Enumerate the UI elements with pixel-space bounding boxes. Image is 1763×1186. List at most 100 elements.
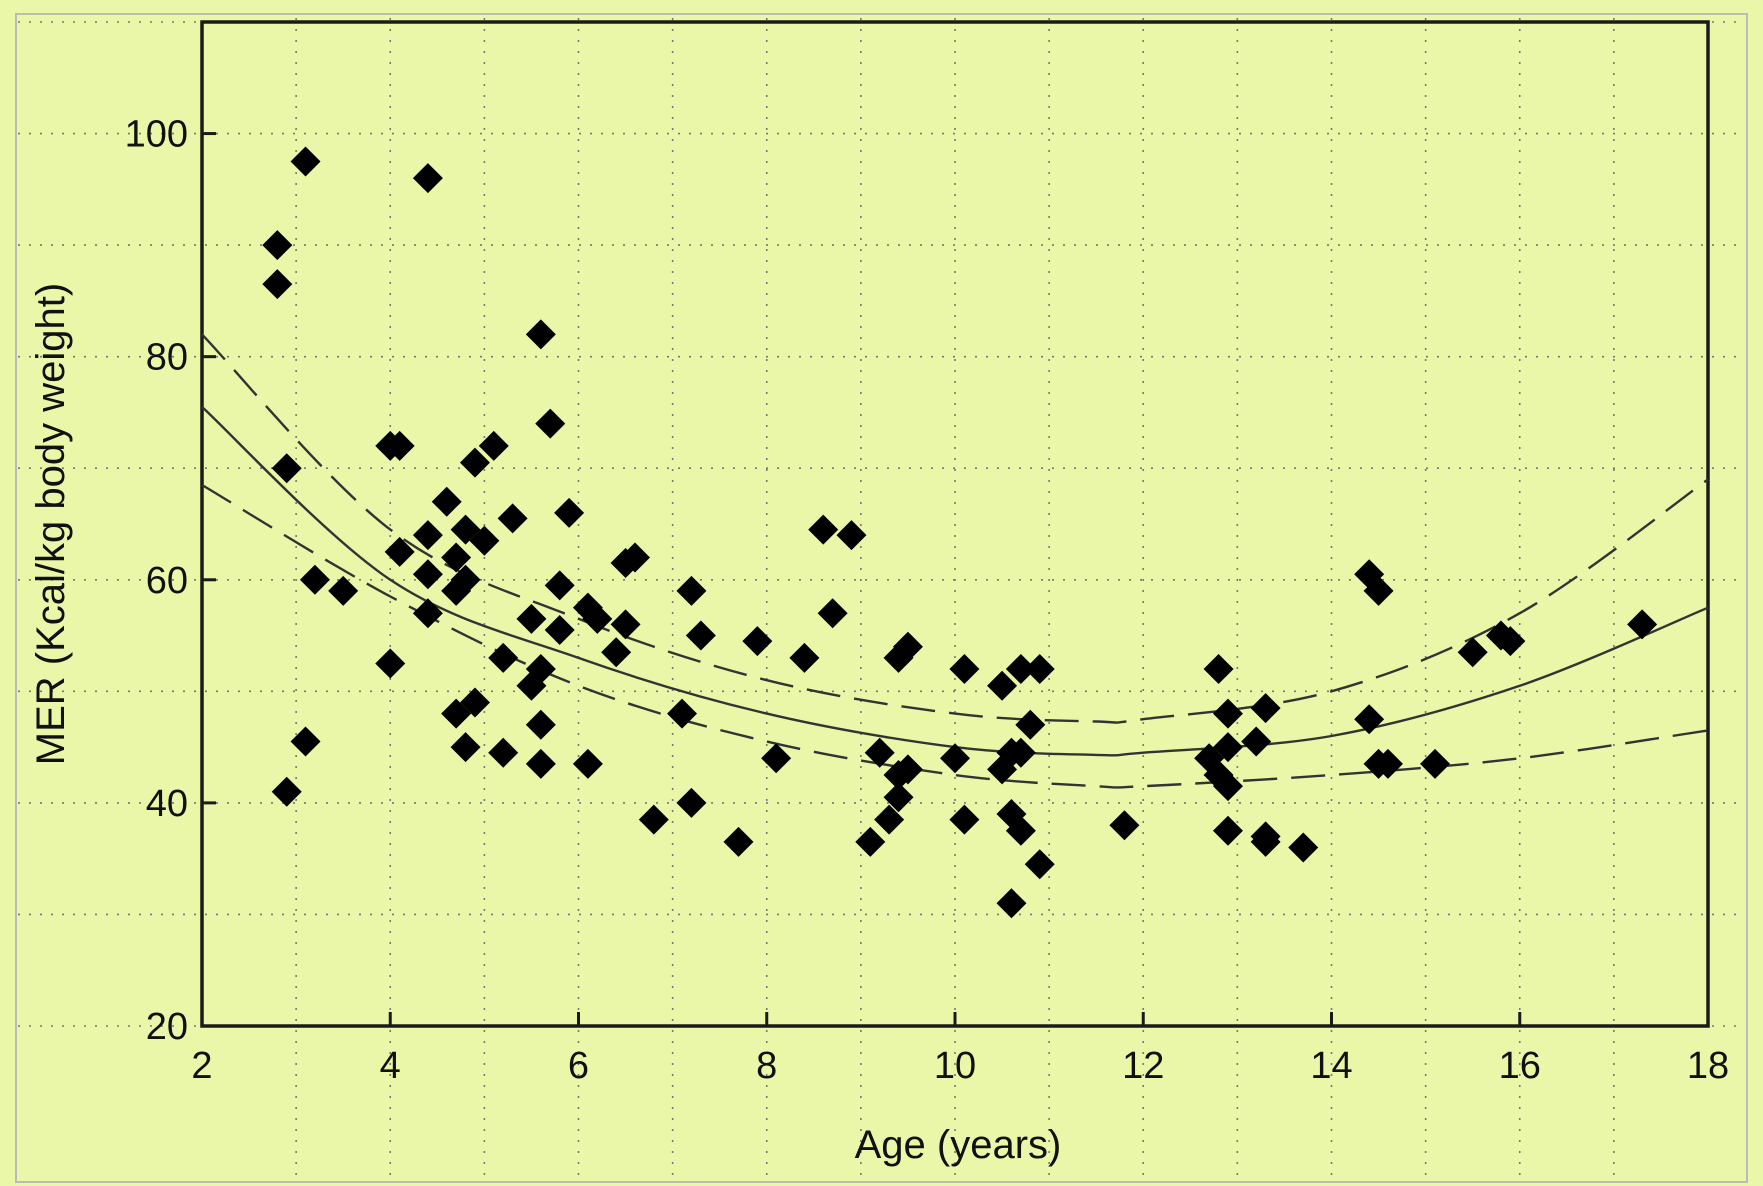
data-point: [742, 626, 773, 657]
data-point: [1212, 815, 1243, 846]
y-tick-label: 80: [146, 337, 188, 379]
data-point: [299, 564, 330, 595]
x-tick-label: 8: [756, 1045, 777, 1087]
data-point: [1627, 609, 1658, 640]
data-point: [384, 430, 415, 461]
x-axis-title: Age (years): [855, 1123, 1062, 1167]
data-point: [412, 163, 443, 194]
data-point: [271, 453, 302, 484]
data-points: [262, 146, 1658, 919]
data-point: [892, 754, 923, 785]
y-tick-label: 40: [146, 783, 188, 825]
data-point: [412, 598, 443, 629]
data-point: [667, 698, 698, 729]
data-point: [525, 748, 556, 779]
data-point: [262, 230, 293, 261]
data-point: [525, 654, 556, 685]
data-point: [469, 525, 500, 556]
data-point: [836, 520, 867, 551]
x-tick-label: 14: [1310, 1045, 1352, 1087]
data-point: [723, 826, 754, 857]
data-point: [883, 782, 914, 813]
data-point: [817, 598, 848, 629]
data-point: [1241, 726, 1272, 757]
data-point: [328, 575, 359, 606]
x-tick-label: 2: [191, 1045, 212, 1087]
data-point: [1363, 575, 1394, 606]
data-point: [1250, 693, 1281, 724]
data-point: [1109, 810, 1140, 841]
data-point: [459, 447, 490, 478]
data-point: [1250, 826, 1281, 857]
data-point: [1212, 732, 1243, 763]
data-point: [601, 637, 632, 668]
data-point: [375, 648, 406, 679]
data-point: [610, 609, 641, 640]
fit-curves: [201, 333, 1709, 789]
fit-curve-mean: [201, 406, 1709, 757]
data-point: [676, 787, 707, 818]
fit-curve-bound: [201, 483, 1709, 789]
data-point: [431, 486, 462, 517]
data-point: [1005, 737, 1036, 768]
data-point: [761, 743, 792, 774]
data-point: [892, 631, 923, 662]
data-point: [384, 536, 415, 567]
data-point: [412, 559, 443, 590]
data-point: [987, 670, 1018, 701]
data-point: [525, 319, 556, 350]
y-axis-title: MER (Kcal/kg body weight): [29, 283, 73, 765]
x-tick-label: 16: [1499, 1045, 1541, 1087]
data-point: [488, 737, 519, 768]
frame-border: [15, 13, 1748, 1183]
data-point: [996, 888, 1027, 919]
y-tick-label: 20: [146, 1006, 188, 1048]
data-point: [290, 726, 321, 757]
axes: [200, 20, 1710, 1028]
data-point: [949, 804, 980, 835]
data-point: [544, 614, 575, 645]
data-point: [1024, 654, 1055, 685]
x-tick-label: 10: [934, 1045, 976, 1087]
data-point: [1372, 748, 1403, 779]
data-point: [619, 542, 650, 573]
data-point: [1457, 637, 1488, 668]
data-point: [1203, 654, 1234, 685]
data-point: [544, 570, 575, 601]
data-point: [789, 642, 820, 673]
y-tick-label: 60: [146, 560, 188, 602]
data-point: [1005, 815, 1036, 846]
data-point: [412, 520, 443, 551]
data-point: [676, 575, 707, 606]
data-point: [1495, 626, 1526, 657]
data-point: [685, 620, 716, 651]
data-point: [478, 430, 509, 461]
data-point: [450, 564, 481, 595]
data-point: [1288, 832, 1319, 863]
data-point: [1212, 771, 1243, 802]
data-point: [459, 687, 490, 718]
data-point: [516, 603, 547, 634]
data-point: [290, 146, 321, 177]
x-tick-label: 18: [1687, 1045, 1729, 1087]
data-point: [497, 503, 528, 534]
data-point: [1015, 709, 1046, 740]
data-point: [450, 732, 481, 763]
data-point: [638, 804, 669, 835]
x-tick-label: 4: [380, 1045, 401, 1087]
data-point: [808, 514, 839, 545]
x-tick-label: 6: [568, 1045, 589, 1087]
data-point: [535, 408, 566, 439]
tick-labels: 2 4 6 8 10 12 14 16 18 20 40 60 80 100: [125, 114, 1730, 1087]
x-tick-label: 12: [1122, 1045, 1164, 1087]
data-point: [1354, 704, 1385, 735]
data-point: [1005, 654, 1036, 685]
data-point: [1212, 698, 1243, 729]
data-point: [864, 737, 895, 768]
data-point: [949, 654, 980, 685]
data-point: [572, 748, 603, 779]
data-point: [262, 269, 293, 300]
